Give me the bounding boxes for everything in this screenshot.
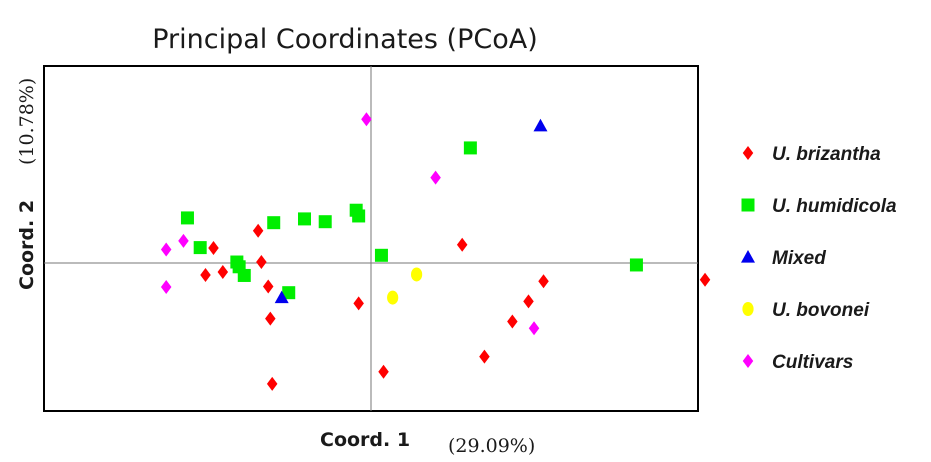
legend-marker-u-brizantha [742, 146, 754, 160]
data-points [160, 112, 711, 391]
point-u-humidicola [629, 258, 643, 272]
legend-marker-u-humidicola [741, 198, 755, 212]
point-u-brizantha [699, 272, 711, 287]
y-axis-percent: (10.78%) [16, 78, 38, 165]
chart-title: Principal Coordinates (PCoA) [152, 24, 538, 55]
point-cultivars [160, 279, 172, 294]
point-u-brizantha [353, 296, 364, 311]
point-cultivars [528, 321, 540, 336]
point-u-brizantha [507, 314, 518, 329]
point-u-brizantha [479, 349, 490, 364]
legend-marker-mixed [741, 250, 755, 263]
x-axis-label: Coord. 1 [320, 429, 410, 451]
legend-label-u-humidicola: U. humidicola [772, 196, 897, 217]
point-u-brizantha [378, 364, 389, 379]
point-u-humidicola [237, 268, 251, 282]
point-u-brizantha [252, 223, 264, 238]
point-u-humidicola [180, 211, 194, 225]
point-mixed [533, 118, 548, 132]
point-u-brizantha [265, 311, 276, 326]
x-axis-percent: (29.09%) [448, 435, 535, 457]
point-cultivars [160, 242, 172, 257]
point-cultivars [361, 112, 372, 127]
point-u-humidicola [298, 212, 311, 226]
legend-label-u-brizantha: U. brizantha [772, 144, 881, 165]
legend: U. brizantha U. humidicola Mixed U. bovonei… [741, 144, 897, 373]
point-u-brizantha [217, 264, 229, 279]
point-u-bovonei [411, 267, 423, 282]
legend-marker-u-bovonei [742, 302, 754, 316]
point-u-humidicola [463, 141, 477, 155]
point-u-humidicola [352, 209, 366, 223]
y-axis-label: Coord. 2 [16, 200, 38, 290]
point-mixed [274, 290, 289, 304]
point-u-humidicola [282, 286, 296, 300]
point-u-brizantha [538, 274, 549, 289]
point-u-humidicola [267, 216, 281, 230]
point-u-brizantha [266, 376, 278, 391]
legend-label-cultivars: Cultivars [772, 352, 853, 373]
point-u-bovonei [387, 290, 399, 305]
point-u-humidicola [318, 215, 332, 229]
point-cultivars [430, 170, 441, 185]
point-u-brizantha [256, 255, 267, 270]
point-u-brizantha [262, 279, 274, 294]
point-u-brizantha [456, 237, 468, 252]
point-cultivars [178, 233, 189, 248]
point-u-humidicola [193, 241, 207, 255]
point-u-brizantha [208, 241, 219, 256]
point-u-humidicola [374, 248, 388, 262]
point-u-brizantha [200, 268, 211, 283]
legend-label-u-bovonei: U. bovonei [772, 300, 870, 321]
legend-marker-cultivars [742, 354, 754, 368]
point-u-brizantha [523, 294, 534, 309]
legend-label-mixed: Mixed [772, 248, 826, 269]
